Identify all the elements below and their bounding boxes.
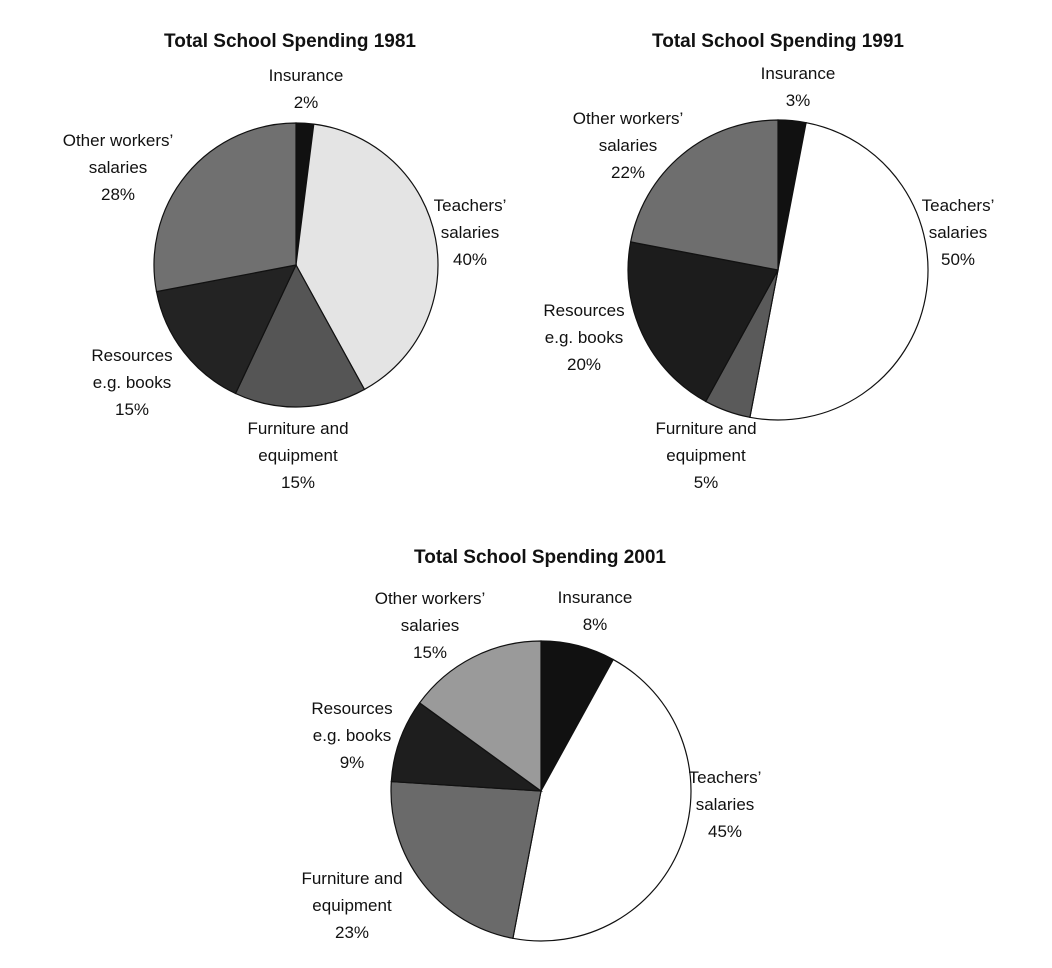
slice-label: Furniture and equipment 15% [238,415,358,496]
slice-label: Other workers’ salaries 15% [365,585,495,666]
slice-label: Teachers’ salaries 50% [908,192,1008,273]
slice-label: Other workers’ salaries 28% [53,127,183,208]
slice-label: Resources e.g. books 20% [534,297,634,378]
slice-label: Furniture and equipment 5% [646,415,766,496]
pie-slice [295,123,439,391]
slice-label: Resources e.g. books 15% [82,342,182,423]
chart-title: Total School Spending 1991 [652,31,904,52]
slice-label: Insurance 2% [256,62,356,116]
slice-label: Furniture and equipment 23% [292,865,412,946]
pie-slice [629,119,779,271]
pie-slice [390,780,542,940]
category-label: Other workers’ salaries [572,109,684,155]
slice-label: Teachers’ salaries 45% [675,764,775,845]
value-label: 9% [339,753,365,772]
pie-slice [390,701,544,792]
category-label: Other workers’ salaries [374,589,486,635]
slice-label: Resources e.g. books 9% [302,695,402,776]
chart-title: Total School Spending 1981 [164,31,416,52]
pie-slice [418,640,542,793]
category-label: Resources e.g. books [543,301,625,347]
category-label: Resources e.g. books [91,346,173,392]
category-label: Teachers’ salaries [433,196,507,242]
category-label: Insurance [557,588,633,607]
pie-slice [153,122,297,293]
category-label: Furniture and equipment [247,419,349,465]
category-label: Teachers’ salaries [688,768,762,814]
pie-slice [234,263,366,408]
value-label: 45% [707,822,743,841]
category-label: Other workers’ salaries [62,131,174,177]
pie-slice [749,121,929,421]
chart-title: Total School Spending 2001 [414,547,666,568]
value-label: 23% [334,923,370,942]
value-label: 28% [100,185,136,204]
category-label: Insurance [760,64,836,83]
value-label: 15% [412,643,448,662]
value-label: 50% [940,250,976,269]
pie-slice [512,658,692,942]
value-label: 3% [785,91,811,110]
value-label: 15% [114,400,150,419]
value-label: 20% [566,355,602,374]
category-label: Resources e.g. books [311,699,393,745]
pie-slice [155,264,298,395]
value-label: 5% [693,473,719,492]
category-label: Teachers’ salaries [921,196,995,242]
slice-label: Insurance 3% [748,60,848,114]
value-label: 22% [610,163,646,182]
slice-label: Insurance 8% [545,584,645,638]
value-label: 2% [293,93,319,112]
slice-label: Teachers’ salaries 40% [420,192,520,273]
value-label: 40% [452,250,488,269]
category-label: Furniture and equipment [655,419,757,465]
category-label: Insurance [268,66,344,85]
category-label: Furniture and equipment [301,869,403,915]
value-label: 8% [582,615,608,634]
slice-label: Other workers’ salaries 22% [563,105,693,186]
value-label: 15% [280,473,316,492]
pie-slice [627,241,779,403]
